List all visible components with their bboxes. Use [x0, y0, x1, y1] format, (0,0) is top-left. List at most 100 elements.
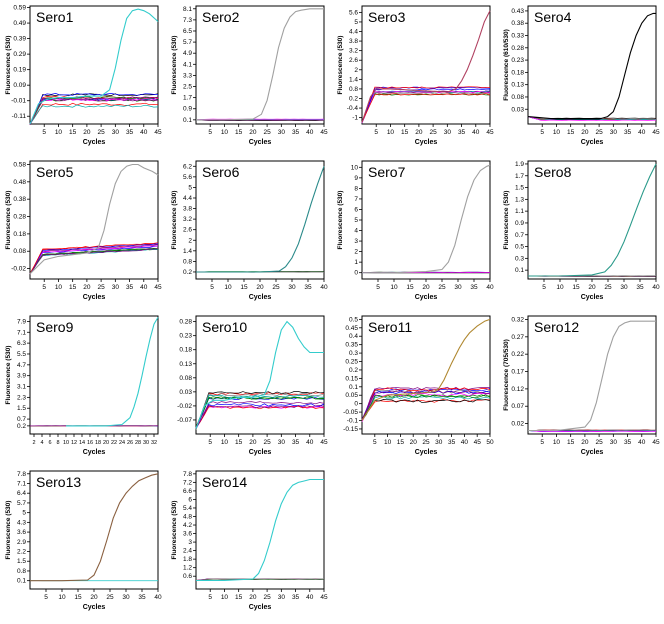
- x-tick-label: 15: [235, 439, 243, 446]
- y-tick-label: 0.19: [13, 67, 26, 74]
- x-axis-label: Cycles: [249, 449, 272, 456]
- y-tick-label: 6: [188, 496, 192, 503]
- y-tick-label: 5.7: [17, 500, 26, 507]
- y-tick-label: 0.08: [13, 248, 26, 255]
- y-tick-label: 7.1: [17, 480, 26, 487]
- y-tick-label: 0.39: [13, 36, 26, 43]
- y-tick-label: 0.4: [349, 333, 358, 340]
- x-tick-label: 30: [122, 594, 130, 601]
- x-tick-label: 35: [126, 284, 134, 291]
- y-tick-label: 0.38: [13, 196, 26, 203]
- y-tick-label: 0.48: [13, 179, 26, 186]
- y-tick-label: 1.7: [515, 173, 524, 180]
- y-tick-label: 0.1: [17, 578, 26, 585]
- y-tick-label: 0.2: [17, 423, 26, 430]
- y-tick-label: 5: [354, 19, 358, 26]
- x-tick-label: 45: [652, 439, 660, 446]
- y-tick-label: 1.4: [183, 248, 192, 255]
- y-axis-label: Fluorescence (530): [171, 501, 178, 560]
- y-tick-label: 0.25: [345, 359, 358, 366]
- x-tick-label: 10: [224, 284, 232, 291]
- x-tick-label: 5: [44, 594, 48, 601]
- x-tick-label: 10: [553, 129, 561, 136]
- x-tick-label: 50: [486, 439, 494, 446]
- x-tick-label: 40: [306, 439, 314, 446]
- y-tick-label: 0.18: [13, 231, 26, 238]
- x-tick-label: 40: [320, 284, 328, 291]
- x-tick-label: 35: [470, 284, 478, 291]
- y-axis-label: Fluorescence (530): [171, 36, 178, 95]
- y-tick-label: 0.18: [179, 347, 192, 354]
- y-tick-label: 3.6: [17, 529, 26, 536]
- y-tick-label: 3.2: [349, 48, 358, 55]
- x-tick-label: 30: [112, 129, 120, 136]
- y-tick-label: 0.2: [349, 95, 358, 102]
- y-tick-label: 4.8: [183, 513, 192, 520]
- y-tick-label: 1.7: [183, 95, 192, 102]
- x-tick-label: 35: [636, 284, 644, 291]
- x-tick-label: 15: [235, 594, 243, 601]
- y-tick-label: 0.18: [511, 69, 524, 76]
- x-axis-label: Cycles: [249, 139, 272, 146]
- y-tick-label: 0.59: [13, 5, 26, 12]
- x-tick-label: 25: [272, 284, 280, 291]
- x-axis-label: Cycles: [249, 604, 272, 611]
- y-tick-label: 2: [188, 237, 192, 244]
- x-axis-label: Cycles: [581, 294, 604, 301]
- x-tick-label: 26: [127, 440, 133, 446]
- x-tick-label: 45: [154, 284, 162, 291]
- y-axis-label: Fluorescence (530): [5, 346, 12, 405]
- y-axis-label: Fluorescence (530): [5, 501, 12, 560]
- y-tick-label: 0.28: [511, 45, 524, 52]
- y-tick-label: 1.1: [515, 208, 524, 215]
- x-tick-label: 30: [444, 129, 452, 136]
- chart-title: Sero1: [36, 9, 74, 25]
- x-tick-label: 10: [63, 440, 69, 446]
- y-tick-label: 5: [188, 184, 192, 191]
- x-tick-label: 10: [55, 129, 63, 136]
- x-tick-label: 25: [263, 129, 271, 136]
- y-tick-label: -0.05: [343, 409, 358, 416]
- x-tick-label: 15: [240, 284, 248, 291]
- x-tick-label: 45: [486, 129, 494, 136]
- y-tick-label: 3.1: [17, 384, 26, 391]
- y-tick-label: 0.6: [183, 573, 192, 580]
- y-tick-label: -0.1: [347, 418, 359, 425]
- x-tick-label: 15: [397, 439, 405, 446]
- y-tick-label: 0.5: [515, 244, 524, 251]
- x-tick-label: 24: [119, 440, 125, 446]
- y-tick-label: 1.5: [515, 185, 524, 192]
- x-tick-label: 10: [55, 284, 63, 291]
- y-tick-label: 0.07: [511, 403, 524, 410]
- y-tick-label: 3.8: [183, 206, 192, 213]
- x-tick-label: 25: [595, 129, 603, 136]
- x-axis-label: Cycles: [415, 139, 438, 146]
- x-axis-label: Cycles: [581, 139, 604, 146]
- x-tick-label: 35: [458, 129, 466, 136]
- x-tick-label: 20: [256, 284, 264, 291]
- y-tick-label: 3: [354, 238, 358, 245]
- x-tick-label: 15: [401, 129, 409, 136]
- x-axis-label: Cycles: [83, 294, 106, 301]
- x-tick-label: 10: [556, 284, 564, 291]
- y-tick-label: 3.9: [17, 373, 26, 380]
- y-tick-label: 0.23: [179, 333, 192, 340]
- chart-title: Sero3: [368, 9, 406, 25]
- x-tick-label: 25: [604, 284, 612, 291]
- y-tick-label: 0.3: [349, 350, 358, 357]
- x-tick-label: 30: [112, 284, 120, 291]
- y-tick-label: 0.12: [511, 386, 524, 393]
- x-tick-label: 10: [553, 439, 561, 446]
- y-tick-label: 0.15: [345, 375, 358, 382]
- x-tick-label: 5: [208, 594, 212, 601]
